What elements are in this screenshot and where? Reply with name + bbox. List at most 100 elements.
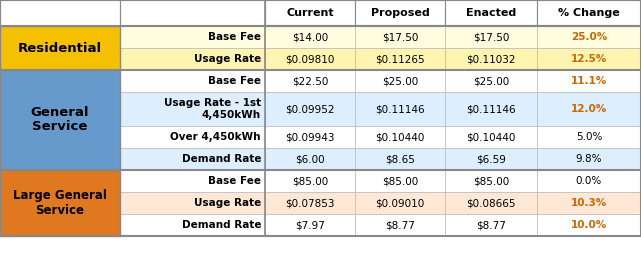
Bar — [265, 170, 355, 192]
Bar — [537, 0, 641, 26]
Bar — [355, 148, 445, 170]
Text: 4,450kWh: 4,450kWh — [202, 110, 261, 119]
Bar — [265, 148, 355, 170]
Bar — [355, 48, 445, 70]
Bar — [445, 192, 537, 214]
Text: $0.08665: $0.08665 — [466, 198, 516, 208]
Bar — [445, 0, 537, 26]
Text: Demand Rate: Demand Rate — [181, 154, 261, 164]
Text: Base Fee: Base Fee — [208, 176, 261, 186]
Text: 10.3%: 10.3% — [571, 198, 607, 208]
Bar — [0, 26, 120, 70]
Text: $0.09810: $0.09810 — [285, 54, 335, 64]
Text: Enacted: Enacted — [466, 8, 516, 18]
Text: Usage Rate: Usage Rate — [194, 54, 261, 64]
Text: $22.50: $22.50 — [292, 76, 328, 86]
Bar — [120, 92, 265, 126]
Bar — [355, 0, 445, 26]
Text: Usage Rate: Usage Rate — [194, 198, 261, 208]
Bar — [355, 214, 445, 236]
Text: 11.1%: 11.1% — [571, 76, 607, 86]
Bar — [445, 170, 537, 192]
Bar — [265, 126, 355, 148]
Text: 0.0%: 0.0% — [576, 176, 602, 186]
Text: $17.50: $17.50 — [382, 32, 418, 42]
Bar — [265, 70, 355, 92]
Text: 12.5%: 12.5% — [571, 54, 607, 64]
Text: Base Fee: Base Fee — [208, 32, 261, 42]
Text: $8.77: $8.77 — [476, 220, 506, 230]
Bar — [120, 70, 265, 92]
Text: $0.11265: $0.11265 — [375, 54, 425, 64]
Text: Large General: Large General — [13, 188, 107, 201]
Text: $0.11032: $0.11032 — [466, 54, 516, 64]
Text: $0.09943: $0.09943 — [285, 132, 335, 142]
Bar — [445, 48, 537, 70]
Bar — [537, 70, 641, 92]
Bar — [445, 70, 537, 92]
Text: $0.10440: $0.10440 — [466, 132, 516, 142]
Bar — [355, 92, 445, 126]
Text: $0.10440: $0.10440 — [376, 132, 425, 142]
Bar — [537, 192, 641, 214]
Text: 10.0%: 10.0% — [571, 220, 607, 230]
Bar — [355, 126, 445, 148]
Text: Over 4,450kWh: Over 4,450kWh — [171, 132, 261, 142]
Text: $0.11146: $0.11146 — [466, 104, 516, 114]
Bar — [355, 26, 445, 48]
Text: $6.59: $6.59 — [476, 154, 506, 164]
Bar — [537, 148, 641, 170]
Bar — [537, 170, 641, 192]
Bar — [265, 26, 355, 48]
Bar — [537, 214, 641, 236]
Bar — [265, 192, 355, 214]
Bar — [445, 26, 537, 48]
Text: $85.00: $85.00 — [292, 176, 328, 186]
Bar — [120, 48, 265, 70]
Text: $0.09010: $0.09010 — [376, 198, 424, 208]
Bar — [445, 148, 537, 170]
Text: $25.00: $25.00 — [382, 76, 418, 86]
Bar — [120, 26, 265, 48]
Text: 9.8%: 9.8% — [576, 154, 603, 164]
Text: 12.0%: 12.0% — [571, 104, 607, 114]
Text: % Change: % Change — [558, 8, 620, 18]
Text: $8.77: $8.77 — [385, 220, 415, 230]
Bar — [265, 0, 355, 26]
Bar — [355, 70, 445, 92]
Text: $8.65: $8.65 — [385, 154, 415, 164]
Bar — [120, 170, 265, 192]
Text: Current: Current — [286, 8, 334, 18]
Bar — [265, 48, 355, 70]
Bar — [537, 126, 641, 148]
Text: $0.11146: $0.11146 — [375, 104, 425, 114]
Text: $0.09952: $0.09952 — [285, 104, 335, 114]
Text: Residential: Residential — [18, 41, 102, 54]
Bar — [355, 192, 445, 214]
Text: Base Fee: Base Fee — [208, 76, 261, 86]
Bar — [265, 92, 355, 126]
Bar — [265, 214, 355, 236]
Text: $7.97: $7.97 — [295, 220, 325, 230]
Bar — [120, 214, 265, 236]
Bar — [0, 170, 120, 236]
Text: $17.50: $17.50 — [473, 32, 509, 42]
Text: $6.00: $6.00 — [296, 154, 325, 164]
Bar — [445, 126, 537, 148]
Text: General: General — [31, 106, 89, 119]
Bar — [120, 0, 265, 26]
Bar — [537, 26, 641, 48]
Bar — [445, 92, 537, 126]
Text: $25.00: $25.00 — [473, 76, 509, 86]
Bar — [445, 214, 537, 236]
Text: $85.00: $85.00 — [382, 176, 418, 186]
Bar — [355, 170, 445, 192]
Bar — [0, 70, 120, 170]
Bar — [0, 0, 120, 26]
Text: Service: Service — [35, 205, 85, 217]
Text: Demand Rate: Demand Rate — [181, 220, 261, 230]
Text: 5.0%: 5.0% — [576, 132, 602, 142]
Text: Service: Service — [32, 121, 88, 134]
Text: $85.00: $85.00 — [473, 176, 509, 186]
Text: 25.0%: 25.0% — [571, 32, 607, 42]
